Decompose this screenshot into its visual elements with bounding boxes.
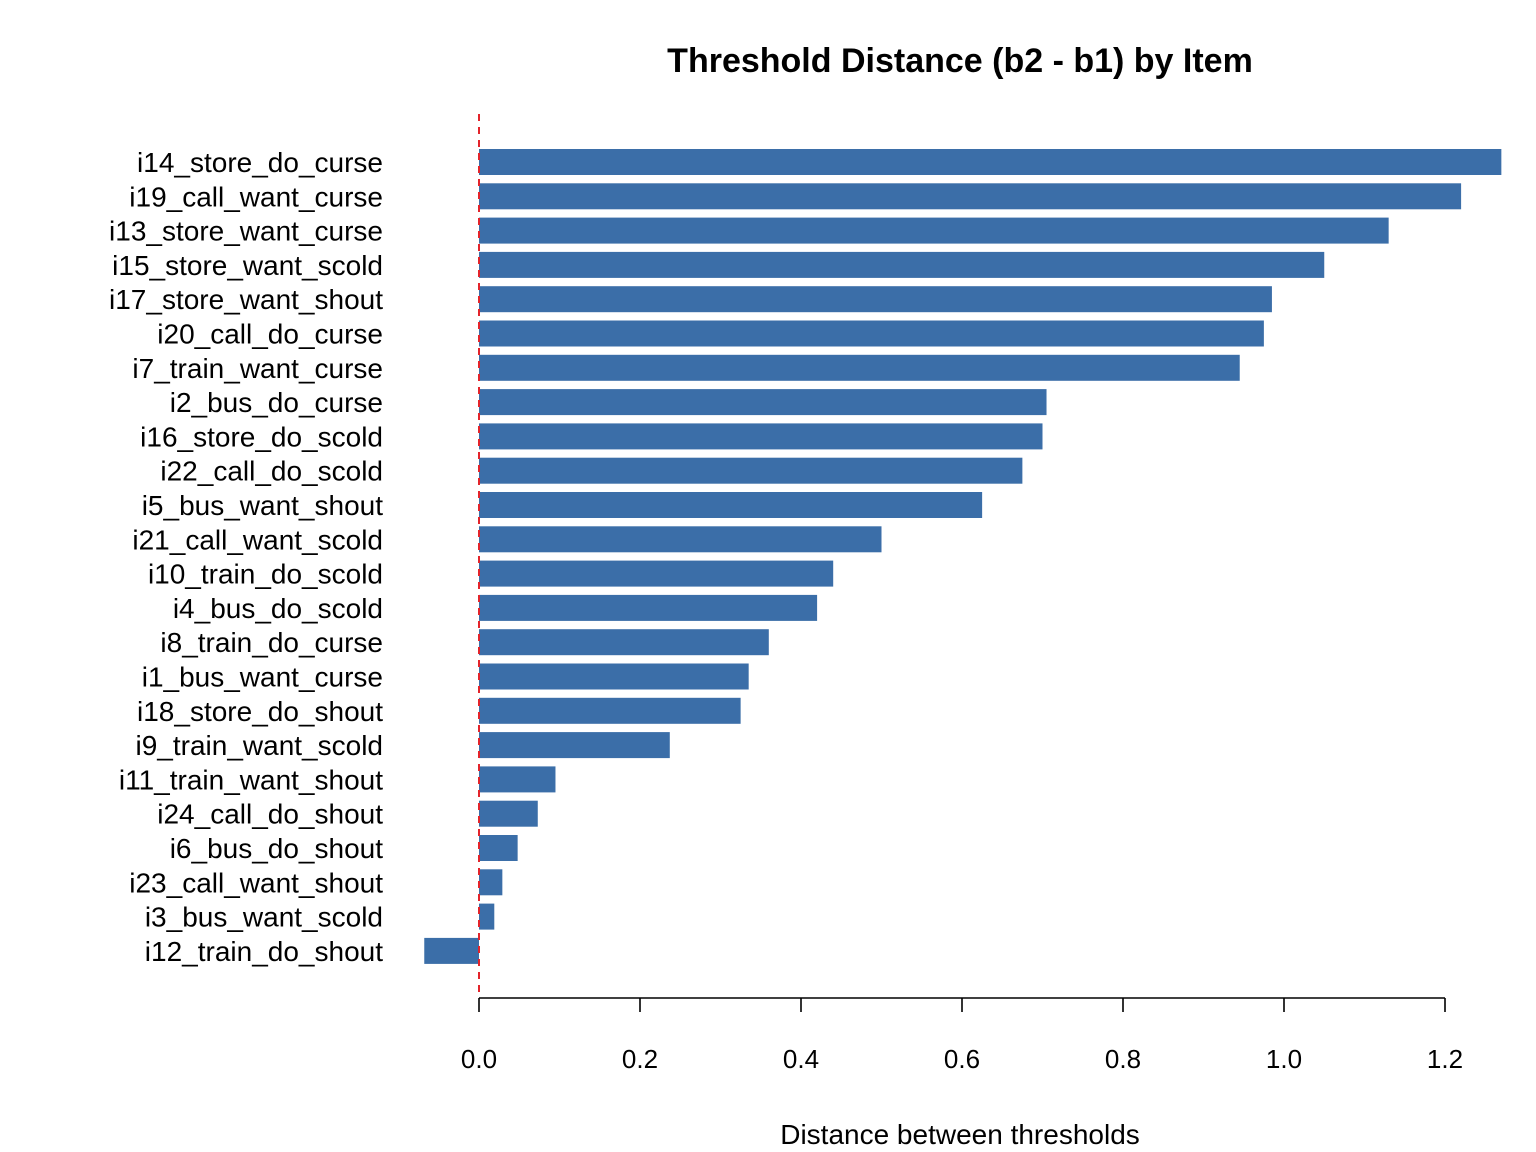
category-label: i15_store_want_scold xyxy=(112,250,383,281)
category-label: i21_call_want_scold xyxy=(132,524,383,555)
x-tick-label: 1.0 xyxy=(1266,1044,1302,1074)
category-label: i5_bus_want_shout xyxy=(142,490,384,521)
category-label: i10_train_do_scold xyxy=(148,559,383,590)
x-tick-label: 0.6 xyxy=(944,1044,980,1074)
category-label: i22_call_do_scold xyxy=(160,456,383,487)
category-label: i7_train_want_curse xyxy=(132,353,383,384)
bar-i4_bus_do_scold xyxy=(479,594,818,621)
bar-i14_store_do_curse xyxy=(479,149,1502,175)
x-tick-label: 0.8 xyxy=(1105,1044,1141,1074)
bar-i24_call_do_shout xyxy=(479,800,538,827)
bar-i20_call_do_curse xyxy=(479,320,1264,347)
category-label: i24_call_do_shout xyxy=(157,799,383,830)
bar-group xyxy=(424,149,1502,964)
category-label: i3_bus_want_scold xyxy=(145,902,383,933)
category-label: i12_train_do_shout xyxy=(145,936,383,967)
x-tick-label: 0.2 xyxy=(622,1044,658,1074)
bar-i12_train_do_shout xyxy=(424,937,479,964)
category-label: i13_store_want_curse xyxy=(109,216,383,247)
category-label: i4_bus_do_scold xyxy=(173,593,383,624)
bar-i10_train_do_scold xyxy=(479,560,834,587)
category-label: i20_call_do_curse xyxy=(157,319,383,350)
category-label: i18_store_do_shout xyxy=(137,696,383,727)
category-label: i19_call_want_curse xyxy=(129,181,383,212)
bar-i16_store_do_scold xyxy=(479,423,1043,450)
bar-i1_bus_want_curse xyxy=(479,663,749,690)
category-label: i16_store_do_scold xyxy=(140,421,383,452)
bar-i21_call_want_scold xyxy=(479,526,882,553)
category-label: i11_train_want_shout xyxy=(119,764,383,795)
x-axis-title: Distance between thresholds xyxy=(780,1119,1140,1150)
category-label: i17_store_want_shout xyxy=(109,284,383,315)
x-tick-label: 0.4 xyxy=(783,1044,819,1074)
bar-i13_store_want_curse xyxy=(479,217,1389,244)
bar-i8_train_do_curse xyxy=(479,629,769,656)
category-label: i8_train_do_curse xyxy=(160,627,383,658)
bar-i5_bus_want_shout xyxy=(479,492,983,518)
bar-i11_train_want_shout xyxy=(479,766,556,793)
category-label: i9_train_want_scold xyxy=(136,730,384,761)
bar-i19_call_want_curse xyxy=(479,183,1462,210)
bar-i17_store_want_shout xyxy=(479,286,1272,313)
category-label: i23_call_want_shout xyxy=(129,867,383,898)
bar-i22_call_do_scold xyxy=(479,457,1023,484)
bar-i23_call_want_shout xyxy=(479,869,503,896)
x-axis: 0.0 0.2 0.4 0.6 0.8 1.0 1.2 xyxy=(461,997,1463,1074)
chart-title: Threshold Distance (b2 - b1) by Item xyxy=(667,42,1253,80)
category-label: i6_bus_do_shout xyxy=(170,833,384,864)
bar-i9_train_want_scold xyxy=(479,732,670,759)
x-tick-label: 0.0 xyxy=(461,1044,497,1074)
category-label: i14_store_do_curse xyxy=(137,147,383,178)
bar-i15_store_want_scold xyxy=(479,251,1325,278)
bar-i6_bus_do_shout xyxy=(479,835,518,861)
bar-i2_bus_do_curse xyxy=(479,389,1047,416)
category-label: i1_bus_want_curse xyxy=(142,662,383,693)
bar-i3_bus_want_scold xyxy=(479,903,495,930)
bar-i18_store_do_shout xyxy=(479,697,741,724)
bar-i7_train_want_curse xyxy=(479,354,1240,381)
category-label: i2_bus_do_curse xyxy=(170,387,383,418)
x-tick-label: 1.2 xyxy=(1427,1044,1463,1074)
